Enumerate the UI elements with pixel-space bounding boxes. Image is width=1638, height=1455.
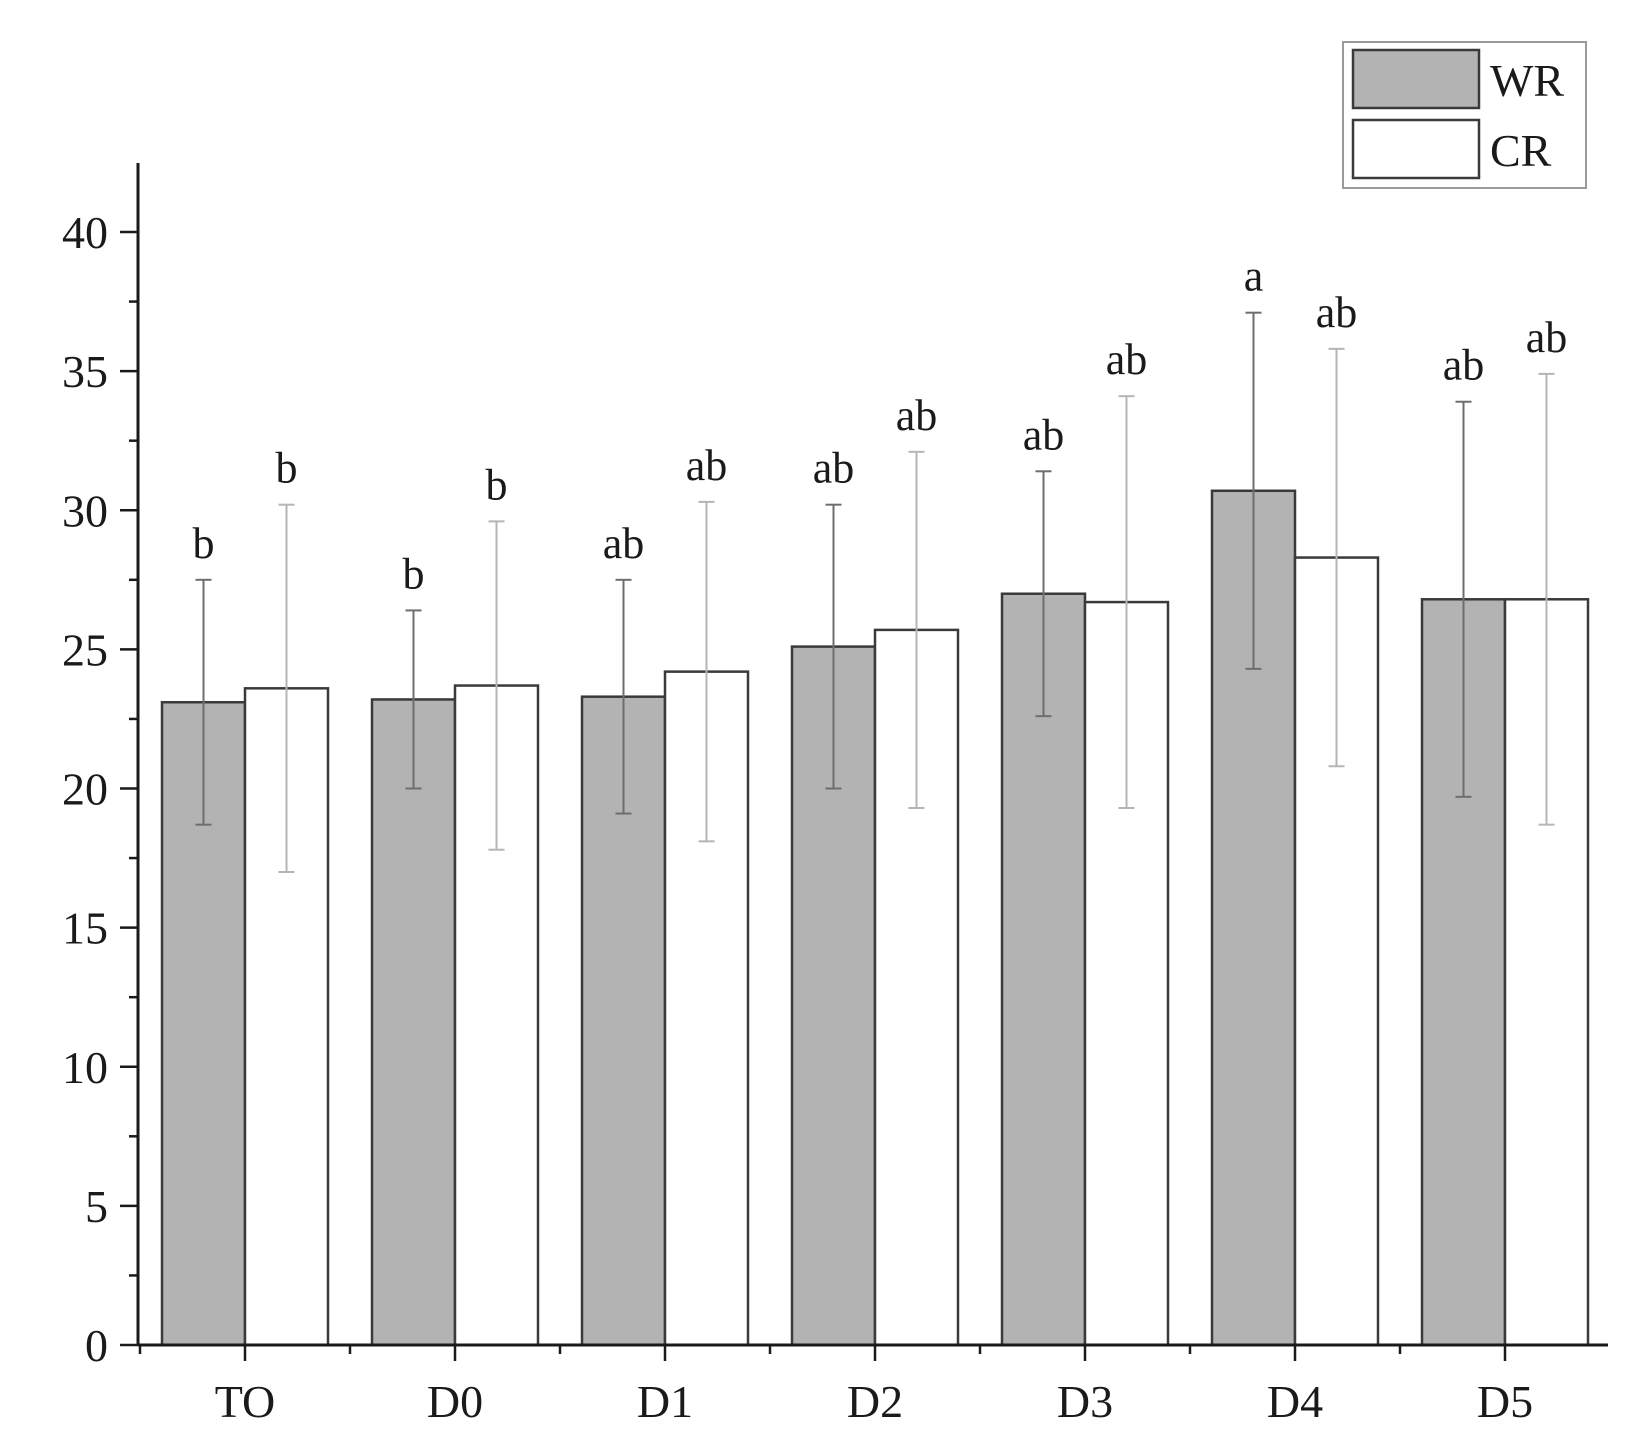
x-tick-label-to: TO [215,1376,276,1427]
y-tick-label-0: 0 [85,1320,108,1371]
significance-label-wr-d4: a [1244,252,1264,301]
y-tick-label-10: 10 [62,1042,108,1093]
legend-label-cr: CR [1490,125,1552,176]
significance-label-wr-to: b [193,519,215,568]
bar-wr-d3 [1000,592,1087,1347]
significance-label-cr-d0: b [486,460,508,509]
legend-swatch-wr [1351,48,1481,110]
y-tick-label-5: 5 [85,1181,108,1232]
bar-wr-d0 [370,698,457,1347]
axes: 0 5 10 15 20 25 30 35 40 TO D0 D1 D2 D3 D4 D5 [62,163,1608,1427]
significance-label-wr-d5: ab [1443,341,1485,390]
y-tick-label-15: 15 [62,903,108,954]
y-tick-label-35: 35 [62,346,108,397]
significance-label-wr-d0: b [403,549,425,598]
x-tick-label-d0: D0 [427,1376,483,1427]
significance-label-cr-d4: ab [1316,288,1358,337]
significance-label-wr-d3: ab [1023,410,1065,459]
x-tick-label-d4: D4 [1267,1376,1323,1427]
significance-label-cr-d2: ab [896,391,938,440]
significance-label-wr-d1: ab [603,519,645,568]
legend: WR CR [1342,41,1587,189]
x-tick-label-d1: D1 [637,1376,693,1427]
significance-label-cr-d5: ab [1526,313,1568,362]
y-tick-label-30: 30 [62,485,108,536]
y-tick-label-20: 20 [62,764,108,815]
legend-label-wr: WR [1490,55,1564,106]
significance-label-cr-d1: ab [686,441,728,490]
x-tick-label-d3: D3 [1057,1376,1113,1427]
x-tick-label-d5: D5 [1477,1376,1533,1427]
significance-label-wr-d2: ab [813,444,855,493]
y-tick-label-25: 25 [62,624,108,675]
y-tick-label-40: 40 [62,207,108,258]
x-tick-label-d2: D2 [847,1376,903,1427]
significance-label-cr-d3: ab [1106,335,1148,384]
legend-swatch-cr [1351,118,1481,180]
significance-label-cr-to: b [276,444,298,493]
